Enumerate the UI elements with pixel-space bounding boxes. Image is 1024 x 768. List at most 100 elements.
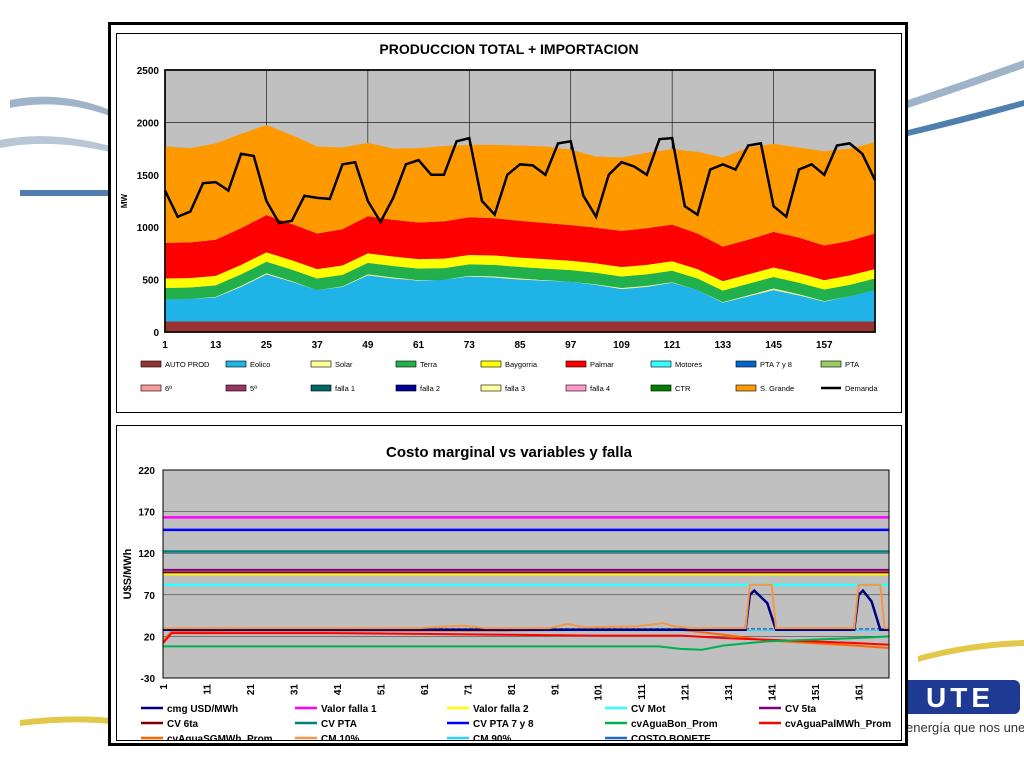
x-tick-label: 13 [210, 340, 222, 351]
area-solar [165, 273, 875, 303]
y-tick-label: 2500 [137, 66, 160, 77]
legend-label: Eolico [250, 360, 270, 369]
x-tick-label: 133 [715, 340, 732, 351]
legend-label: Demanda [845, 384, 878, 393]
x-tick-label: 131 [724, 684, 735, 701]
legend-swatch [480, 360, 502, 368]
x-tick-label: 141 [768, 684, 779, 701]
y-tick-label: 120 [138, 549, 155, 560]
area-eolico [165, 274, 875, 322]
production-chart-panel: PRODUCCION TOTAL + IMPORTACION 0 500 1000 15… [116, 33, 902, 413]
legend-swatch [140, 360, 162, 368]
legend-label: CM 90% [473, 734, 511, 740]
legend-label: cmg USD/MWh [167, 704, 238, 715]
marginal-cost-chart: Costo marginal vs variables y falla -30 20… [122, 444, 891, 745]
area-baygorria [165, 252, 875, 291]
background-swoosh-left [0, 96, 110, 196]
demand-line [163, 136, 877, 225]
slide-frame: PRODUCCION TOTAL + IMPORTACION 0 500 1000 15… [108, 22, 908, 746]
ute-logo-mark: UTE [902, 680, 1020, 714]
line-cvaguabon-prom [163, 635, 890, 651]
y-axis-label: U$S/MWh [122, 548, 134, 599]
y-tick-label: -30 [141, 674, 156, 685]
x-tick-label: 81 [507, 684, 518, 696]
x-tick-label: 31 [289, 684, 300, 696]
x-tick-label: 61 [420, 684, 431, 696]
legend-label: Valor falla 1 [321, 704, 377, 715]
legend-label: falla 2 [420, 384, 440, 393]
y-tick-label: 2000 [137, 118, 160, 129]
area-palmar [165, 215, 875, 282]
legend-label: CM 10% [321, 734, 359, 740]
production-chart: PRODUCCION TOTAL + IMPORTACION0500100015… [120, 41, 878, 393]
area-s-grande [165, 125, 875, 247]
x-tick-label: 11 [202, 684, 213, 695]
x-tick-label: 121 [664, 340, 681, 351]
legend-label: Valor falla 2 [473, 704, 529, 715]
y-tick-label: 500 [142, 276, 159, 287]
y-tick-label: 20 [144, 632, 156, 643]
legend-label: cvAguaPalMWh_Prom [785, 719, 891, 730]
x-tick-label: 101 [594, 684, 605, 701]
legend-label: cvAguaSGMWh_Prom [167, 734, 273, 740]
legend-swatch [310, 384, 332, 392]
ute-logo: UTE [900, 674, 1024, 744]
x-tick-label: 1 [159, 684, 170, 690]
y-tick-label: 1500 [137, 171, 160, 182]
x-tick-label: 121 [681, 684, 692, 701]
x-tick-label: 91 [550, 684, 561, 696]
x-tick-label: 21 [246, 684, 257, 696]
x-tick-label: 51 [376, 684, 387, 696]
x-tick-label: 41 [333, 684, 344, 696]
slogan: energía que nos une [906, 720, 1024, 735]
legend-label: PTA [845, 360, 859, 369]
legend-swatch [650, 384, 672, 392]
legend-label: falla 1 [335, 384, 355, 393]
legend-label: Motores [675, 360, 702, 369]
chart-title: Costo marginal vs variables y falla [386, 444, 633, 461]
legend-label: cvAguaBon_Prom [631, 719, 718, 730]
x-tick-label: 49 [362, 340, 374, 351]
legend-label: COSTO BONETE [631, 734, 711, 740]
legend-swatch [225, 384, 247, 392]
plot-border [162, 469, 890, 679]
x-tick-label: 161 [855, 684, 866, 701]
legend-label: CV 5ta [785, 704, 817, 715]
legend-label: CV PTA [321, 719, 357, 730]
x-tick-label: 73 [464, 340, 476, 351]
x-tick-label: 157 [816, 340, 833, 351]
legend-swatch [735, 360, 757, 368]
marginal-cost-chart-panel: Costo marginal vs variables y falla -30 20… [116, 425, 902, 745]
x-tick-label: 85 [514, 340, 526, 351]
x-tick-label: 145 [765, 340, 782, 351]
logo-text: UTE [926, 682, 994, 713]
chart-title: PRODUCCION TOTAL + IMPORTACION [379, 41, 638, 57]
legend-swatch [395, 360, 417, 368]
background-swoosh-yellow-right [918, 640, 1024, 662]
legend-label: AUTO PROD [165, 360, 210, 369]
x-tick-label: 71 [463, 684, 474, 696]
legend-swatch [225, 360, 247, 368]
legend-swatch [565, 360, 587, 368]
legend-swatch [395, 384, 417, 392]
x-tick-label: 37 [312, 340, 324, 351]
legend-label: falla 4 [590, 384, 610, 393]
plot-border [164, 69, 876, 333]
legend-label: CTR [675, 384, 691, 393]
x-tick-label: 151 [811, 684, 822, 701]
legend-label: CV Mot [631, 704, 666, 715]
x-tick-label: 97 [565, 340, 577, 351]
y-tick-label: 0 [153, 328, 159, 339]
background-swoosh-right [908, 60, 1024, 136]
line-cm-10- [163, 583, 889, 630]
legend-label: Baygorria [505, 360, 538, 369]
legend-swatch [735, 384, 757, 392]
y-axis-label: MW [120, 193, 129, 208]
legend-label: PTA 7 y 8 [760, 360, 792, 369]
area-terra [165, 261, 875, 303]
legend-label: Solar [335, 360, 353, 369]
legend-label: S. Grande [760, 384, 794, 393]
legend-swatch [565, 384, 587, 392]
legend-label: CV PTA 7 y 8 [473, 719, 534, 730]
legend-label: 5ª [250, 384, 257, 393]
